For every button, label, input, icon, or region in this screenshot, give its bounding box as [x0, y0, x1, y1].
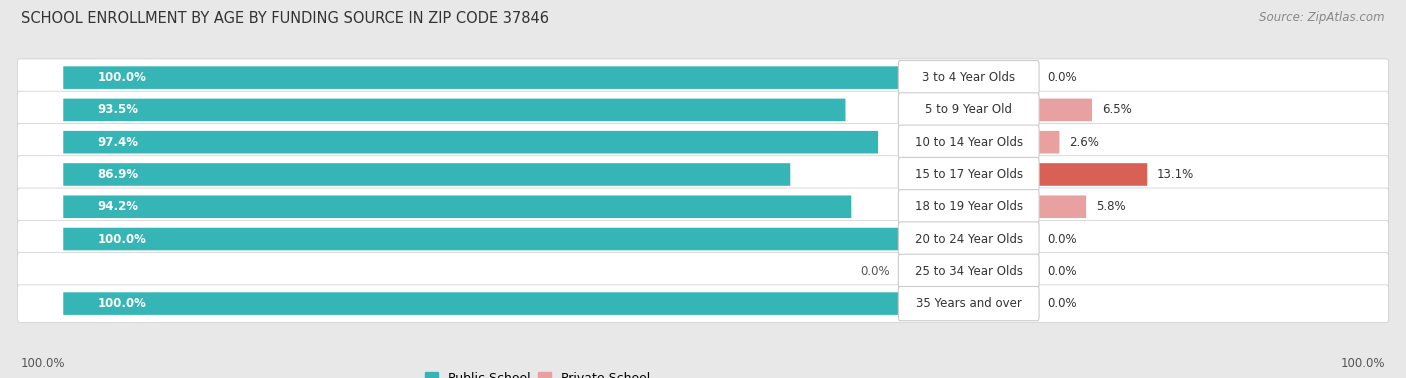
Text: SCHOOL ENROLLMENT BY AGE BY FUNDING SOURCE IN ZIP CODE 37846: SCHOOL ENROLLMENT BY AGE BY FUNDING SOUR…	[21, 11, 550, 26]
FancyBboxPatch shape	[1038, 195, 1087, 218]
Text: 5.8%: 5.8%	[1097, 200, 1126, 213]
FancyBboxPatch shape	[898, 287, 1039, 321]
FancyBboxPatch shape	[17, 220, 1389, 258]
FancyBboxPatch shape	[1038, 99, 1092, 121]
FancyBboxPatch shape	[63, 195, 851, 218]
Text: 93.5%: 93.5%	[98, 104, 139, 116]
FancyBboxPatch shape	[17, 253, 1389, 290]
FancyBboxPatch shape	[17, 156, 1389, 193]
Text: 18 to 19 Year Olds: 18 to 19 Year Olds	[915, 200, 1022, 213]
Text: 25 to 34 Year Olds: 25 to 34 Year Olds	[915, 265, 1022, 278]
Text: 100.0%: 100.0%	[98, 71, 146, 84]
Text: 35 Years and over: 35 Years and over	[915, 297, 1022, 310]
Text: 100.0%: 100.0%	[1340, 358, 1385, 370]
Text: 0.0%: 0.0%	[1047, 71, 1077, 84]
FancyBboxPatch shape	[63, 228, 900, 250]
FancyBboxPatch shape	[898, 60, 1039, 95]
FancyBboxPatch shape	[17, 285, 1389, 322]
FancyBboxPatch shape	[63, 67, 900, 89]
FancyBboxPatch shape	[63, 292, 900, 315]
Text: 86.9%: 86.9%	[98, 168, 139, 181]
Text: 94.2%: 94.2%	[98, 200, 139, 213]
FancyBboxPatch shape	[17, 188, 1389, 225]
FancyBboxPatch shape	[898, 157, 1039, 192]
Text: 100.0%: 100.0%	[98, 297, 146, 310]
FancyBboxPatch shape	[898, 222, 1039, 256]
FancyBboxPatch shape	[63, 163, 790, 186]
FancyBboxPatch shape	[898, 190, 1039, 224]
Text: 0.0%: 0.0%	[860, 265, 890, 278]
Text: 15 to 17 Year Olds: 15 to 17 Year Olds	[915, 168, 1022, 181]
FancyBboxPatch shape	[17, 59, 1389, 96]
Text: 5 to 9 Year Old: 5 to 9 Year Old	[925, 104, 1012, 116]
FancyBboxPatch shape	[898, 93, 1039, 127]
FancyBboxPatch shape	[63, 131, 879, 153]
FancyBboxPatch shape	[17, 124, 1389, 161]
Text: 100.0%: 100.0%	[21, 358, 66, 370]
Text: Source: ZipAtlas.com: Source: ZipAtlas.com	[1260, 11, 1385, 24]
FancyBboxPatch shape	[17, 91, 1389, 129]
FancyBboxPatch shape	[1038, 163, 1147, 186]
FancyBboxPatch shape	[63, 99, 845, 121]
Text: 3 to 4 Year Olds: 3 to 4 Year Olds	[922, 71, 1015, 84]
Text: 20 to 24 Year Olds: 20 to 24 Year Olds	[915, 232, 1022, 246]
FancyBboxPatch shape	[898, 125, 1039, 159]
Text: 13.1%: 13.1%	[1157, 168, 1194, 181]
FancyBboxPatch shape	[898, 254, 1039, 288]
Text: 0.0%: 0.0%	[1047, 265, 1077, 278]
Text: 6.5%: 6.5%	[1102, 104, 1132, 116]
Legend: Public School, Private School: Public School, Private School	[420, 367, 655, 378]
Text: 0.0%: 0.0%	[1047, 232, 1077, 246]
Text: 2.6%: 2.6%	[1069, 136, 1099, 149]
FancyBboxPatch shape	[1038, 131, 1059, 153]
Text: 97.4%: 97.4%	[98, 136, 139, 149]
Text: 10 to 14 Year Olds: 10 to 14 Year Olds	[915, 136, 1022, 149]
Text: 0.0%: 0.0%	[1047, 297, 1077, 310]
Text: 100.0%: 100.0%	[98, 232, 146, 246]
